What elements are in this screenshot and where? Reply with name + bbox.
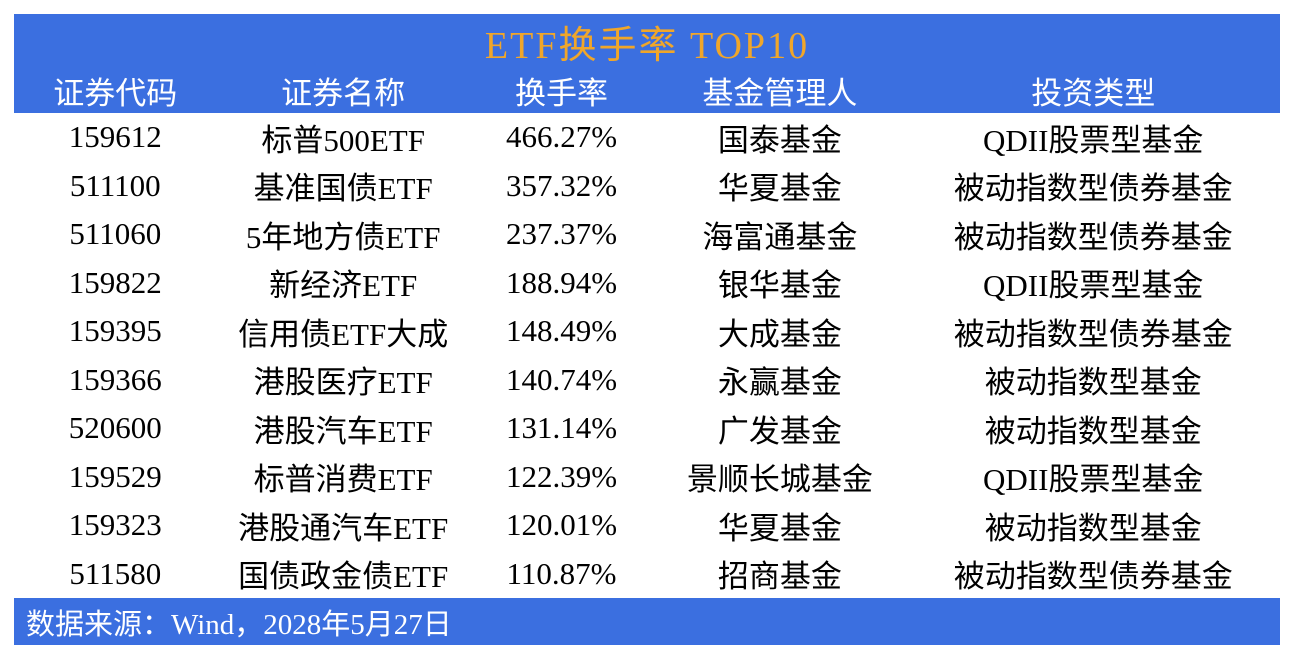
cell-manager: 大成基金 [717,316,842,352]
cell-manager: 广发基金 [717,413,842,449]
cell-type: 被动指数型债券基金 [953,219,1233,255]
table-row: 511060 5年地方债ETF 237.37% 海富通基金 被动指数型债券基金 [14,210,1280,259]
cell-manager: 景顺长城基金 [686,462,873,498]
data-source-note: 数据来源：Wind，2028年5月27日 [26,608,452,641]
cell-type: QDII股票型基金 [983,462,1204,498]
cell-code: 511580 [69,555,162,591]
cell-turnover: 131.14% [505,410,618,446]
table-row: 159395 信用债ETF大成 148.49% 大成基金 被动指数型债券基金 [14,307,1280,356]
cell-name: 标普500ETF [261,122,425,158]
table-body: 159612 标普500ETF 466.27% 国泰基金 QDII股票型基金 5… [14,113,1280,598]
column-header-name: 证券名称 [281,76,406,111]
cell-type: 被动指数型基金 [984,510,1202,546]
cell-name: 新经济ETF [269,268,418,304]
cell-type: 被动指数型基金 [984,365,1202,401]
cell-type: 被动指数型债券基金 [953,316,1233,352]
column-header-turnover: 换手率 [515,76,609,111]
cell-manager: 永赢基金 [717,365,842,401]
cell-name: 港股通汽车ETF [238,510,449,546]
cell-turnover: 120.01% [505,507,618,543]
cell-turnover: 122.39% [505,458,618,494]
table-row: 159366 港股医疗ETF 140.74% 永赢基金 被动指数型基金 [14,356,1280,405]
cell-code: 511060 [69,216,162,252]
cell-name: 标普消费ETF [253,462,433,498]
table-row: 159822 新经济ETF 188.94% 银华基金 QDII股票型基金 [14,259,1280,308]
table-row: 511100 基准国债ETF 357.32% 华夏基金 被动指数型债券基金 [14,162,1280,211]
cell-name: 国债政金债ETF [238,559,449,595]
table-row: 159612 标普500ETF 466.27% 国泰基金 QDII股票型基金 [14,113,1280,162]
cell-code: 511100 [69,167,161,203]
cell-manager: 海富通基金 [702,219,858,255]
cell-name: 5年地方债ETF [245,219,441,255]
table-row: 159529 标普消费ETF 122.39% 景顺长城基金 QDII股票型基金 [14,453,1280,502]
cell-manager: 招商基金 [717,559,842,595]
cell-name: 基准国债ETF [253,171,433,207]
data-source-bar: 数据来源：Wind，2028年5月27日 [14,598,1280,645]
cell-turnover: 188.94% [505,264,618,300]
cell-name: 港股医疗ETF [253,365,433,401]
cell-type: 被动指数型基金 [984,413,1202,449]
cell-type: 被动指数型债券基金 [953,171,1233,207]
column-header-manager: 基金管理人 [702,76,858,111]
cell-name: 信用债ETF大成 [238,316,449,352]
cell-code: 520600 [68,410,162,446]
table-row: 520600 港股汽车ETF 131.14% 广发基金 被动指数型基金 [14,404,1280,453]
cell-name: 港股汽车ETF [253,413,433,449]
cell-type: QDII股票型基金 [983,268,1204,304]
cell-turnover: 237.37% [505,216,618,252]
cell-code: 159529 [68,458,162,494]
cell-code: 159366 [68,361,162,397]
cell-turnover: 357.32% [505,167,618,203]
header-band: ETF换手率 TOP10 证券代码 证券名称 换手率 基金管理人 投资类型 [14,14,1280,113]
cell-code: 159822 [68,264,162,300]
cell-type: QDII股票型基金 [983,122,1204,158]
column-header-code: 证券代码 [53,76,178,111]
cell-code: 159323 [68,507,162,543]
cell-type: 被动指数型债券基金 [953,559,1233,595]
cell-code: 159395 [68,313,162,349]
cell-turnover: 110.87% [506,555,617,591]
cell-manager: 银华基金 [717,268,842,304]
cell-turnover: 140.74% [505,361,618,397]
page-title: ETF换手率 TOP10 [484,24,810,67]
table-header-row: 证券代码 证券名称 换手率 基金管理人 投资类型 [14,68,1280,113]
cell-manager: 华夏基金 [717,171,842,207]
cell-code: 159612 [68,119,162,155]
cell-manager: 华夏基金 [717,510,842,546]
cell-turnover: 148.49% [505,313,618,349]
table-row: 159323 港股通汽车ETF 120.01% 华夏基金 被动指数型基金 [14,501,1280,550]
column-header-type: 投资类型 [1031,76,1156,111]
table-row: 511580 国债政金债ETF 110.87% 招商基金 被动指数型债券基金 [14,550,1280,599]
cell-manager: 国泰基金 [717,122,842,158]
cell-turnover: 466.27% [505,119,618,155]
